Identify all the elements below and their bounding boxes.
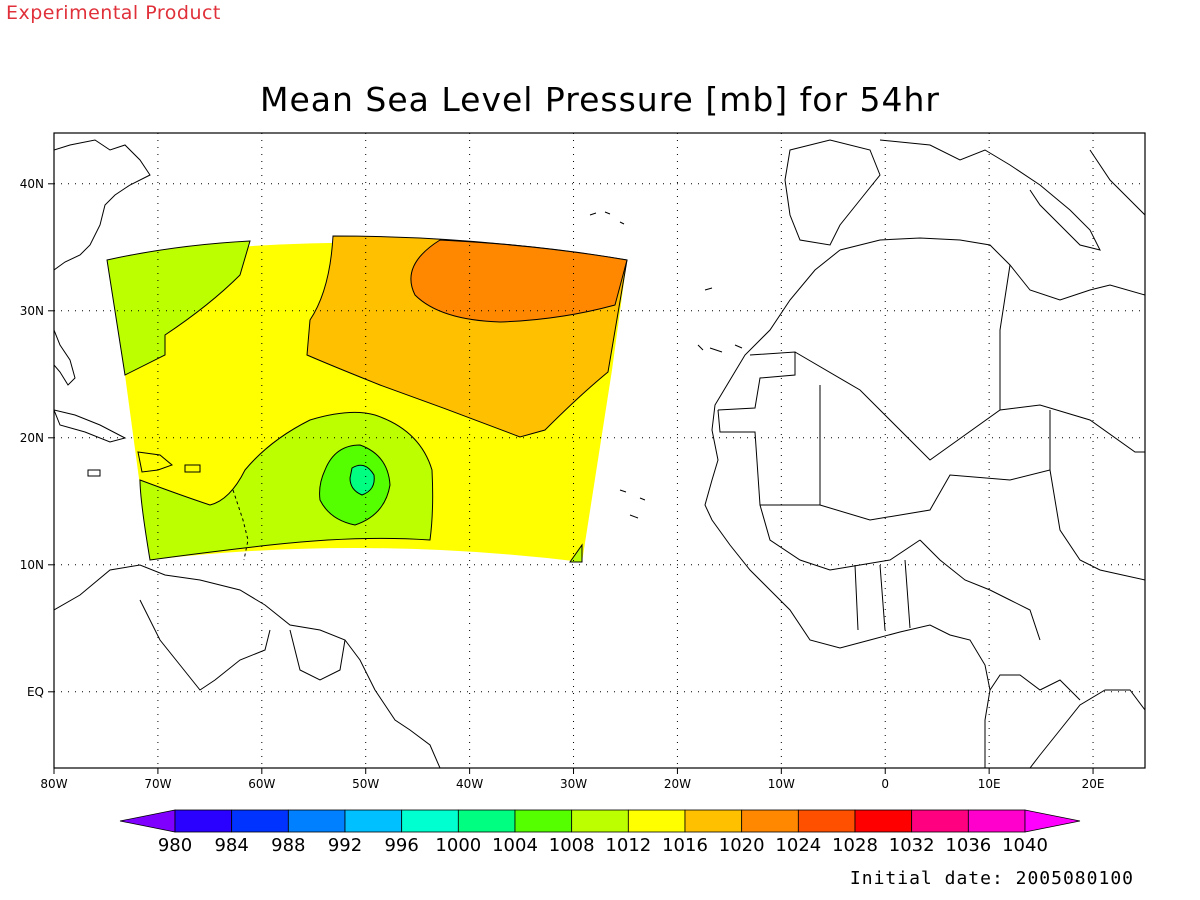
coast-azores — [589, 211, 625, 225]
lat-tick-label: 10N — [20, 558, 44, 572]
colorbar-label: 1004 — [492, 835, 538, 856]
lat-tick-label: 30N — [20, 304, 44, 318]
field-band-1020 — [410, 239, 628, 323]
colorbar-segment — [571, 809, 629, 833]
coast-balkans — [1089, 149, 1145, 216]
colorbar: 980 984 988 992 996 1000 1004 1008 1012 1016 1020 1… — [119, 809, 1081, 856]
lon-tick-label: 20W — [664, 777, 691, 791]
colorbar-segment — [627, 809, 686, 833]
colorbar-label: 1020 — [719, 835, 765, 856]
colorbar-label: 1036 — [945, 835, 991, 856]
field-band-1008-east — [569, 543, 583, 563]
coast-madeira-canaries — [697, 287, 743, 353]
colorbar-label: 1032 — [889, 835, 935, 856]
coast-iberia — [784, 139, 881, 246]
colorbar-segment — [967, 809, 1026, 833]
colorbar-label: 1028 — [832, 835, 878, 856]
coast-north-africa — [839, 237, 1145, 301]
lon-tick-label: 30W — [560, 777, 587, 791]
border-libya — [999, 264, 1011, 410]
colorbar-label: 1024 — [775, 835, 821, 856]
lon-tick-label: 80W — [40, 777, 67, 791]
colorbar-segment — [457, 809, 516, 833]
experimental-product-label: Experimental Product — [6, 2, 221, 24]
colorbar-label: 1000 — [435, 835, 481, 856]
lon-tick-label: 0 — [881, 777, 889, 791]
colorbar-segment — [741, 809, 799, 833]
border-morocco — [717, 351, 796, 411]
coast-central-africa — [1029, 689, 1145, 768]
coast-south-america — [54, 564, 441, 768]
lon-tick-label: 40W — [456, 777, 483, 791]
colorbar-arrow-high — [1024, 809, 1081, 833]
colorbar-label: 1040 — [1002, 835, 1048, 856]
border-guianas — [289, 629, 346, 681]
colorbar-segment — [684, 809, 743, 833]
colorbar-label: 1008 — [549, 835, 595, 856]
lon-tick-label: 70W — [144, 777, 171, 791]
colorbar-segment — [401, 809, 459, 833]
colorbar-label: 1012 — [605, 835, 651, 856]
colorbar-segment — [231, 809, 289, 833]
lon-tick-label: 60W — [248, 777, 275, 791]
coast-florida — [54, 329, 76, 386]
colorbar-label: 996 — [384, 835, 418, 856]
colorbar-arrow-low — [119, 809, 176, 833]
lat-tick-label: EQ — [27, 685, 44, 699]
map-frame — [53, 132, 1146, 769]
lat-tick-label: 40N — [20, 177, 44, 191]
colorbar-label: 980 — [158, 835, 192, 856]
border-sahel — [819, 410, 1051, 521]
coast-cuba — [54, 409, 127, 443]
pressure-field — [106, 235, 628, 563]
coast-cape-verde — [619, 489, 646, 519]
border-chad — [1049, 469, 1145, 581]
colorbar-segment — [174, 809, 233, 833]
border-algeria-mali — [794, 351, 1145, 461]
border-venezuela — [139, 599, 271, 691]
colorbar-label: 988 — [271, 835, 305, 856]
colorbar-segment — [797, 809, 856, 833]
coast-jamaica — [87, 469, 101, 477]
lat-tick-label: 20N — [20, 431, 44, 445]
lon-tick-label: 20E — [1082, 777, 1105, 791]
coast-north-america — [54, 139, 151, 271]
map-grid — [54, 133, 1145, 768]
colorbar-label: 984 — [214, 835, 248, 856]
colorbar-segment — [854, 809, 913, 833]
map-title: Mean Sea Level Pressure [mb] for 54hr — [259, 80, 941, 119]
border-gulf-guinea — [854, 559, 911, 631]
coast-west-africa — [704, 249, 991, 768]
border-nigeria — [919, 539, 1041, 641]
axis-ticks: 80W 70W 60W 50W 40W 30W 20W 10W 0 10E 20E EQ 10N 20N 3… — [20, 177, 1105, 791]
colorbar-segment — [287, 809, 346, 833]
initial-date: Initial date: 2005080100 — [849, 868, 1134, 889]
colorbar-segment — [344, 809, 403, 833]
coast-lesser-antilles — [232, 489, 249, 561]
colorbar-segment — [911, 809, 969, 833]
lon-tick-label: 50W — [352, 777, 379, 791]
border-mauritania — [717, 385, 821, 506]
colorbar-label: 1016 — [662, 835, 708, 856]
coast-puerto-rico — [184, 464, 201, 473]
field-band-1008-west — [106, 240, 251, 376]
border-westafrica-inner — [759, 504, 921, 571]
colorbar-label: 992 — [328, 835, 362, 856]
colorbar-segment — [514, 809, 573, 833]
lon-tick-label: 10E — [978, 777, 1001, 791]
coast-france-italy — [879, 139, 1101, 251]
coast-hispaniola — [137, 451, 173, 473]
border-congo — [989, 674, 1081, 701]
field-band-1000 — [349, 464, 375, 496]
lon-tick-label: 10W — [768, 777, 795, 791]
coastlines — [54, 139, 1145, 768]
